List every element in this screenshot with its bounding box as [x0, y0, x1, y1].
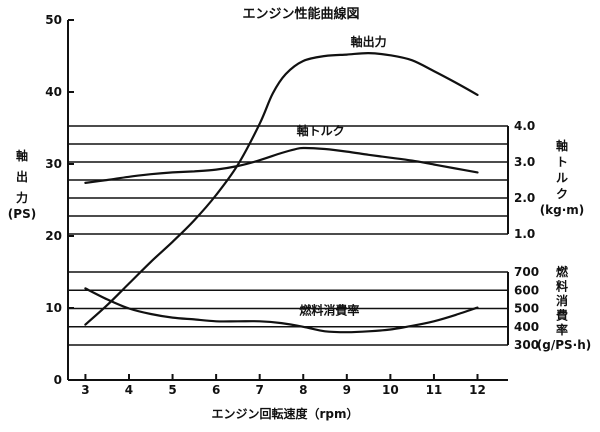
power-axis-title-char: 軸	[16, 148, 28, 163]
fuel-axis-unit: (g/PS·h)	[537, 338, 591, 352]
power-axis-title-char: 力	[16, 190, 28, 205]
torque-tick-label: 1.0	[514, 227, 535, 241]
power-tick-label: 10	[45, 301, 62, 315]
series-label-fuel: 燃料消費率	[299, 302, 359, 317]
torque-axis-title-char: ト	[556, 155, 568, 169]
power-tick-label: 20	[45, 229, 62, 243]
fuel-tick-label: 500	[514, 302, 539, 316]
axis-titles: 軸出力(PS)軸トルク(kg·m)燃料消費率(g/PS·h)	[8, 138, 591, 352]
fuel-axis-title-char: 消	[556, 293, 568, 308]
power-tick-label: 40	[45, 85, 62, 99]
fuel-axis-title-char: 料	[556, 279, 568, 294]
fuel-axis-title-char: 率	[556, 322, 568, 337]
power-axis-title-char: 出	[16, 169, 28, 184]
fuel-axis-title-char: 燃	[556, 264, 569, 279]
fuel-tick-label: 300	[514, 338, 539, 352]
fuel-axis-title-char: 費	[556, 308, 568, 323]
chart-title: エンジン性能曲線図	[242, 6, 359, 22]
series-label-power: 軸出力	[351, 34, 387, 49]
torque-tick-label: 2.0	[514, 191, 535, 205]
tick-labels: 0 10 20 30 40 50 3 4 5 6 7 8 9 10 11 12 4.0 3.0 2.0 1.0 700 6…	[45, 13, 539, 397]
torque-tick-label: 3.0	[514, 155, 535, 169]
x-tick-label: 3	[81, 383, 89, 397]
x-tick-label: 10	[382, 383, 399, 397]
x-tick-label: 12	[469, 383, 486, 397]
x-tick-label: 6	[212, 383, 220, 397]
power-axis-unit: (PS)	[8, 207, 36, 221]
power-tick-label: 30	[45, 157, 62, 171]
curve-fuel	[84, 287, 479, 334]
grid-lines	[68, 125, 508, 346]
plot-frame	[67, 19, 509, 381]
fuel-tick-label: 600	[514, 283, 539, 297]
x-tick-label: 11	[426, 383, 443, 397]
power-tick-label: 50	[45, 13, 62, 27]
fuel-tick-label: 700	[514, 265, 539, 279]
x-tick-label: 5	[168, 383, 176, 397]
x-axis-label: エンジン回転速度（rpm）	[211, 406, 358, 421]
series-label-torque: 軸トルク	[297, 123, 345, 138]
x-tick-label: 7	[256, 383, 264, 397]
fuel-tick-label: 400	[514, 320, 539, 334]
torque-axis-title-char: 軸	[556, 138, 568, 153]
power-tick-label: 0	[54, 373, 62, 387]
curve-power	[84, 51, 479, 326]
x-tick-label: 9	[343, 383, 351, 397]
x-tick-label: 4	[125, 383, 133, 397]
x-tick-label: 8	[299, 383, 307, 397]
torque-axis-title-char: ク	[556, 187, 568, 201]
torque-tick-label: 4.0	[514, 119, 535, 133]
curve-torque	[84, 146, 479, 184]
torque-axis-unit: (kg·m)	[540, 203, 585, 217]
torque-axis-title-char: ル	[556, 171, 568, 185]
